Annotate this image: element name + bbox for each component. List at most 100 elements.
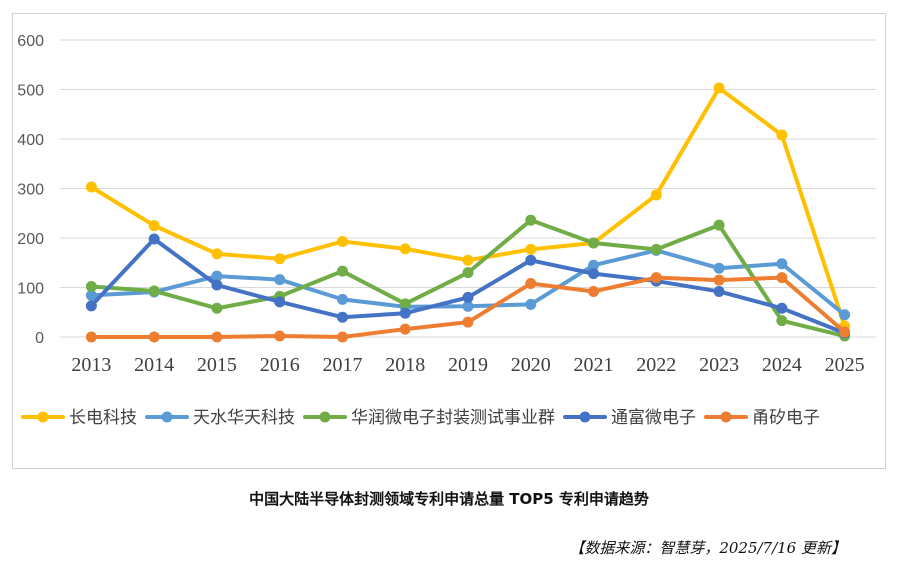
y-tick-label-500: 500: [17, 83, 44, 100]
data-point-2-2023: [713, 219, 725, 231]
data-point-2-2021: [588, 237, 600, 249]
y-tick-label-100: 100: [17, 281, 44, 298]
x-axis-ticks: 2013 2014 2015 2016 2017 2018 2019 2020 2021 2022…: [71, 354, 864, 376]
legend-item-3: 通富微电子: [563, 408, 696, 428]
y-tick-label-400: 400: [17, 132, 44, 149]
legend-marker-3: [579, 411, 591, 423]
data-point-3-2015: [211, 279, 223, 291]
y-tick-label-200: 200: [17, 231, 44, 248]
data-point-2-2014: [148, 285, 160, 297]
x-tick-label-2014: 2014: [134, 354, 174, 376]
line-chart: 0 100 200 300 400 500 600 2013 2014 2015 2016 2017…: [17, 33, 876, 428]
data-point-4-2024: [776, 272, 788, 284]
data-point-0-2022: [650, 189, 662, 201]
data-point-4-2016: [274, 330, 286, 342]
data-point-0-2018: [399, 243, 411, 255]
data-point-1-2019: [462, 300, 474, 312]
legend-label-0: 长电科技: [69, 408, 137, 428]
data-point-4-2023: [713, 274, 725, 286]
x-tick-label-2022: 2022: [636, 354, 676, 376]
data-point-1-2025: [839, 309, 851, 321]
data-point-4-2017: [336, 331, 348, 343]
legend-label-3: 通富微电子: [611, 408, 696, 428]
data-point-4-2015: [211, 331, 223, 343]
data-point-2-2015: [211, 302, 223, 314]
x-tick-label-2025: 2025: [825, 354, 865, 376]
data-point-0-2020: [525, 243, 537, 255]
legend-marker-2: [319, 411, 331, 423]
data-point-1-2015: [211, 270, 223, 282]
chart-frame: 0 100 200 300 400 500 600 2013 2014 2015 2016 2017…: [12, 13, 886, 469]
chart-caption: 中国大陆半导体封测领域专利申请总量 TOP5 专利申请趋势: [249, 490, 649, 508]
x-tick-label-2015: 2015: [197, 354, 237, 376]
data-point-1-2013: [85, 289, 97, 301]
data-point-4-2018: [399, 323, 411, 335]
data-point-0-2014: [148, 220, 160, 232]
data-point-4-2019: [462, 316, 474, 328]
legend-item-2: 华润微电子封装测试事业群: [303, 408, 555, 428]
data-point-4-2020: [525, 278, 537, 290]
data-point-1-2017: [336, 293, 348, 305]
y-tick-label-0: 0: [35, 330, 44, 347]
data-point-1-2016: [274, 274, 286, 286]
x-tick-label-2023: 2023: [699, 354, 739, 376]
data-point-0-2023: [713, 82, 725, 94]
data-point-4-2022: [650, 272, 662, 284]
series-line-0: [89, 86, 847, 329]
gridlines: [60, 39, 876, 338]
legend-item-4: 甬矽电子: [704, 408, 820, 428]
data-point-3-2023: [713, 285, 725, 297]
data-point-3-2024: [776, 302, 788, 314]
data-point-4-2014: [148, 331, 160, 343]
legend-label-1: 天水华天科技: [193, 408, 295, 428]
data-point-3-2019: [462, 291, 474, 303]
data-point-4-2013: [85, 331, 97, 343]
legend-label-4: 甬矽电子: [752, 408, 820, 428]
data-point-0-2013: [85, 181, 97, 193]
data-point-2-2019: [462, 267, 474, 279]
data-point-3-2018: [399, 307, 411, 319]
legend-marker-4: [720, 411, 732, 423]
data-point-3-2017: [336, 311, 348, 323]
legend-item-1: 天水华天科技: [145, 408, 295, 428]
data-point-2-2024: [776, 315, 788, 327]
data-point-1-2020: [525, 298, 537, 310]
data-point-0-2019: [462, 254, 474, 266]
data-source-note: 【数据来源：智慧芽，2025/7/16 更新】: [569, 539, 846, 557]
data-point-2-2020: [525, 214, 537, 226]
data-point-3-2016: [274, 296, 286, 308]
data-point-2-2022: [650, 243, 662, 255]
legend-marker-0: [37, 411, 49, 423]
data-point-2-2017: [336, 265, 348, 277]
data-point-2-2018: [399, 298, 411, 310]
data-point-3-2013: [85, 300, 97, 312]
y-tick-label-600: 600: [17, 33, 44, 50]
series-2: [85, 214, 851, 342]
legend-label-2: 华润微电子封装测试事业群: [351, 408, 555, 428]
data-point-3-2020: [525, 254, 537, 266]
x-tick-label-2020: 2020: [511, 354, 551, 376]
x-tick-label-2016: 2016: [260, 354, 300, 376]
x-tick-label-2021: 2021: [574, 354, 614, 376]
data-point-2-2013: [85, 281, 97, 293]
y-axis-ticks: 0 100 200 300 400 500 600: [17, 33, 44, 347]
legend-marker-1: [161, 411, 173, 423]
legend: 长电科技 天水华天科技 华润微电子封装测试事业群 通富微电子 甬矽电子: [21, 408, 820, 428]
y-tick-label-300: 300: [17, 182, 44, 199]
data-point-1-2023: [713, 262, 725, 274]
series-4: [85, 272, 851, 343]
x-tick-label-2013: 2013: [71, 354, 111, 376]
data-point-3-2021: [588, 268, 600, 280]
legend-item-0: 长电科技: [21, 408, 137, 428]
data-point-0-2017: [336, 235, 348, 247]
series-lines: [85, 82, 851, 343]
x-tick-label-2019: 2019: [448, 354, 488, 376]
data-point-0-2024: [776, 129, 788, 141]
data-point-1-2024: [776, 258, 788, 270]
data-point-4-2025: [839, 326, 851, 338]
x-tick-label-2017: 2017: [322, 354, 362, 376]
data-point-3-2014: [148, 233, 160, 245]
data-point-1-2021: [588, 259, 600, 271]
data-point-0-2015: [211, 248, 223, 260]
x-tick-label-2024: 2024: [762, 354, 802, 376]
